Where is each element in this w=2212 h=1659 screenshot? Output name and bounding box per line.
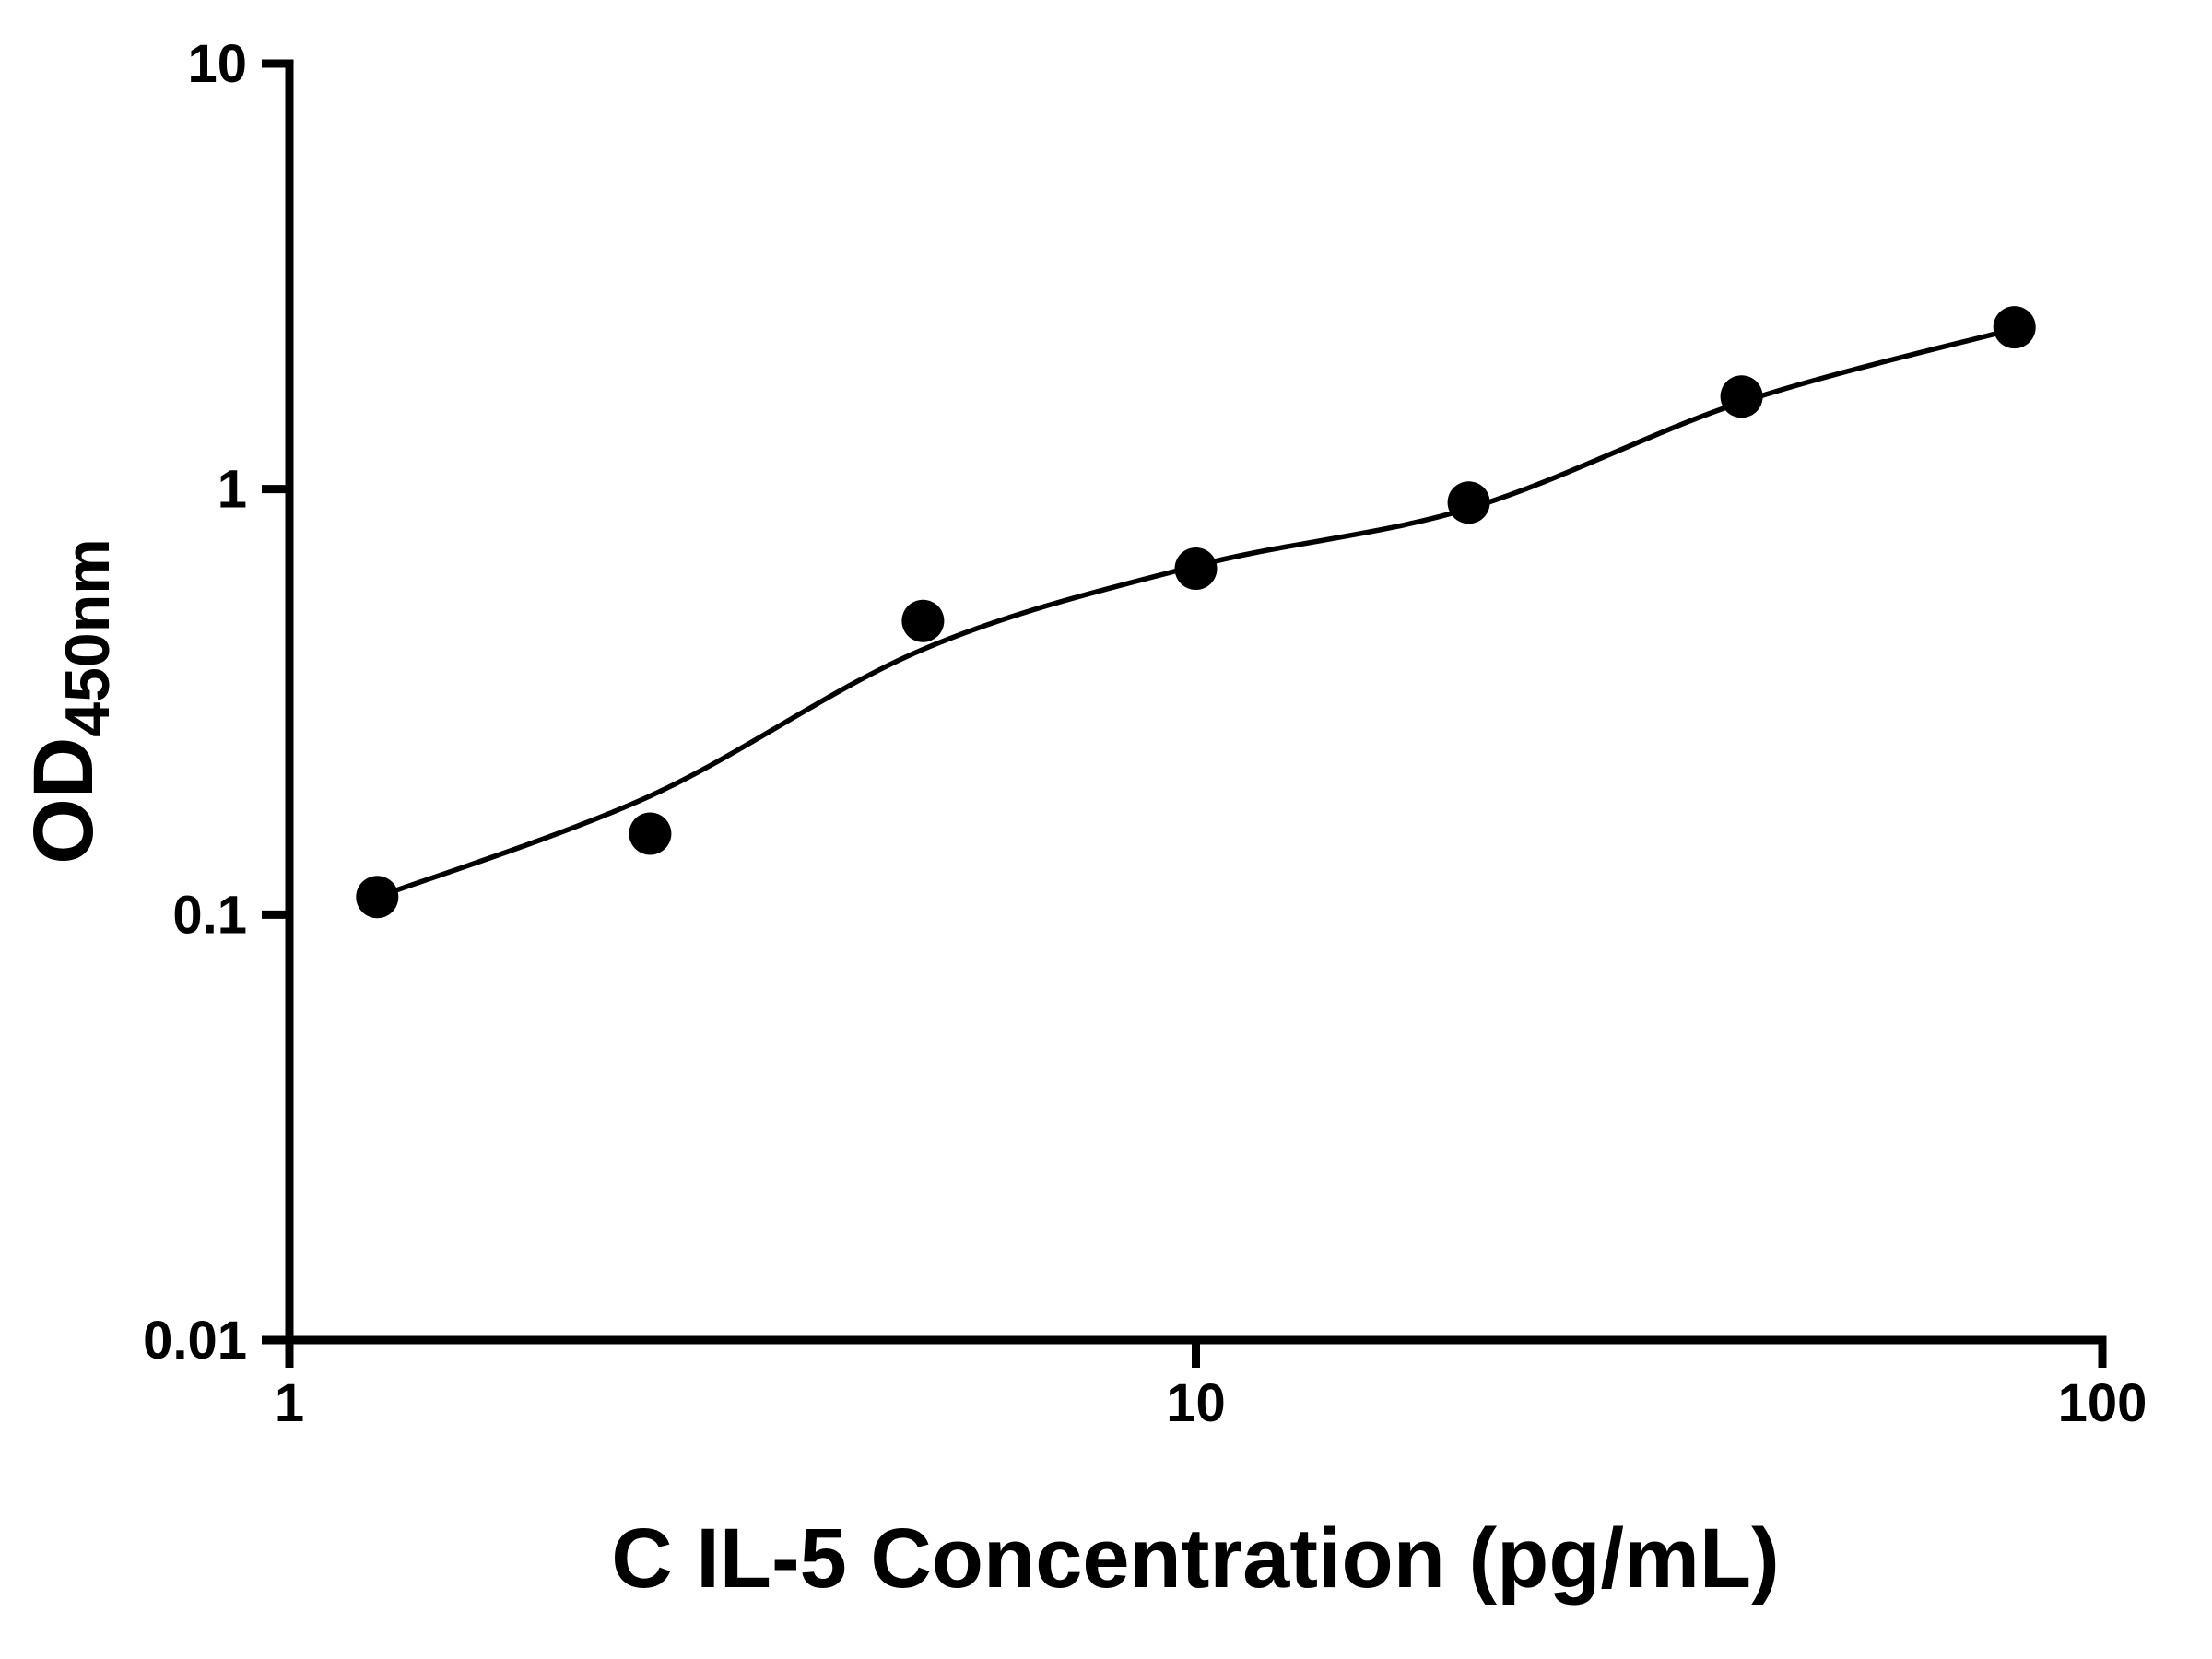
data-point: [1174, 547, 1218, 590]
data-point: [901, 599, 945, 642]
fit-curve: [376, 326, 2016, 900]
chart-generated: 1 10 100 0.01 0.1 1 10: [143, 34, 2147, 1433]
x-tick-label: 1: [275, 1373, 304, 1433]
x-tick-label: 100: [2058, 1373, 2147, 1433]
y-tick-label: 1: [218, 460, 247, 520]
x-axis-title: C IL-5 Concentration (pg/mL): [611, 1512, 1779, 1606]
data-point: [356, 876, 399, 919]
y-axis-title: OD450nm: [17, 538, 123, 864]
data-point: [1720, 375, 1763, 418]
y-tick-label: 0.1: [172, 885, 247, 945]
y-axis-title-main: OD: [17, 737, 111, 865]
data-point: [629, 812, 672, 855]
axis-lines: [285, 59, 2107, 1345]
data-point: [1447, 481, 1490, 524]
x-tick-label: 10: [1166, 1373, 1226, 1433]
y-tick-label: 10: [187, 34, 247, 94]
y-axis-title-sub: 450nm: [53, 538, 123, 736]
y-tick-label: 0.01: [143, 1311, 247, 1371]
data-point: [1993, 306, 2036, 349]
